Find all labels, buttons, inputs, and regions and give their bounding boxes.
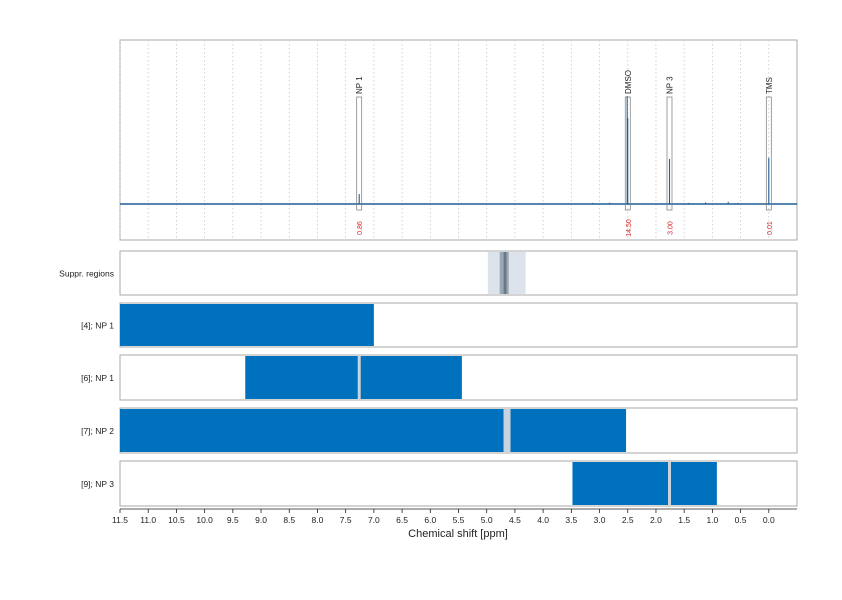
peak-label: NP 1 xyxy=(355,76,364,94)
row-label: [7]; NP 2 xyxy=(81,426,114,436)
spectrum-panel: NP 1 0.86 DMSO 14.50 NP 3 3.00 TMS 0.01 xyxy=(119,39,798,241)
peak-integral: 14.50 xyxy=(626,219,633,237)
x-tick-label: 2.5 xyxy=(622,515,634,525)
peak-integral: 3.00 xyxy=(667,221,674,235)
x-tick-label: 11.5 xyxy=(112,515,128,525)
x-tick-label: 7.0 xyxy=(368,515,380,525)
x-tick-label: 8.5 xyxy=(283,515,295,525)
range-gap xyxy=(357,356,361,399)
peak-label: TMS xyxy=(765,77,774,94)
row-frame xyxy=(119,250,798,296)
peak-label-box xyxy=(666,96,673,211)
row-label: [4]; NP 1 xyxy=(81,321,114,331)
x-tick-label: 10.5 xyxy=(168,515,185,525)
range-bar xyxy=(120,409,627,452)
x-tick-label: 0.0 xyxy=(763,515,775,525)
x-tick-label: 1.0 xyxy=(706,515,718,525)
row-label: [6]; NP 1 xyxy=(81,373,114,383)
x-axis: 11.5 11.0 10.5 10.0 9.5 9.0 8.5 8.0 7.5 7.0 6.5 6.0… xyxy=(112,508,797,525)
x-tick-label: 10.0 xyxy=(196,515,213,525)
x-tick-label: 4.5 xyxy=(509,515,521,525)
x-tick-label: 5.5 xyxy=(453,515,465,525)
row-label: [9]; NP 3 xyxy=(81,479,114,489)
x-tick-label: 11.0 xyxy=(140,515,156,525)
x-tick-label: 7.5 xyxy=(340,515,352,525)
x-tick-label: 6.0 xyxy=(424,515,436,525)
x-tick-label: 6.5 xyxy=(396,515,408,525)
range-rows: Suppr. regions [4]; NP 1 [6]; NP 1 [7]; NP … xyxy=(59,250,798,507)
x-tick-label: 9.0 xyxy=(255,515,267,525)
x-tick-label: 8.0 xyxy=(312,515,324,525)
x-tick-label: 3.0 xyxy=(594,515,606,525)
range-bar xyxy=(120,304,374,346)
range-gap xyxy=(503,409,511,452)
x-tick-label: 2.0 xyxy=(650,515,662,525)
peak-label: NP 3 xyxy=(665,76,674,94)
x-tick-label: 1.5 xyxy=(678,515,690,525)
range-bar xyxy=(245,356,462,399)
peak-integral: 0.01 xyxy=(767,221,774,235)
suppression-core xyxy=(503,252,507,294)
peak-integral: 0.86 xyxy=(357,221,364,235)
peak-label-box xyxy=(765,96,772,211)
range-bar xyxy=(572,462,717,505)
x-tick-label: 3.5 xyxy=(565,515,577,525)
x-tick-label: 9.5 xyxy=(227,515,239,525)
peak-label-box xyxy=(356,96,363,211)
x-tick-label: 5.0 xyxy=(481,515,493,525)
x-tick-label: 0.5 xyxy=(735,515,747,525)
row-label: Suppr. regions xyxy=(59,269,114,279)
x-tick-label: 4.0 xyxy=(537,515,549,525)
peak-label-box xyxy=(624,96,631,211)
x-axis-label: Chemical shift [ppm] xyxy=(408,528,508,540)
range-gap xyxy=(667,462,671,505)
peak-label: DMSO xyxy=(624,70,633,94)
